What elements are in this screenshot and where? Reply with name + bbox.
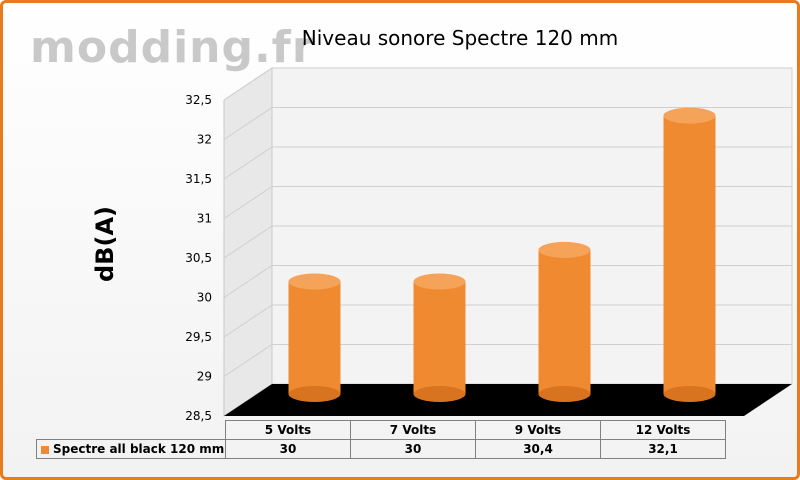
y-tick-label: 32,5 [185, 93, 212, 107]
y-tick-label: 30 [197, 291, 212, 305]
gridline [223, 146, 792, 180]
category-label: 9 Volts [475, 420, 601, 440]
category-label: 7 Volts [350, 420, 476, 440]
gridline [223, 304, 792, 338]
data-value: 30 [350, 439, 476, 459]
series-name: Spectre all black 120 mm [53, 442, 225, 456]
bar [538, 249, 591, 394]
data-value: 32,1 [600, 439, 726, 459]
bar-top [413, 273, 466, 290]
data-table-header-row: 5 Volts 7 Volts 9 Volts 12 Volts [37, 420, 726, 440]
legend-swatch [41, 445, 49, 454]
bar-top [538, 241, 591, 258]
chart-floor [224, 384, 792, 416]
data-table-corner [37, 421, 226, 440]
bar-top [288, 273, 341, 290]
bar-base [413, 386, 466, 402]
category-label: 12 Volts [600, 420, 726, 440]
y-tick-label: 29,5 [185, 330, 212, 344]
bar [413, 281, 466, 394]
gridline [223, 265, 792, 298]
data-table: 5 Volts 7 Volts 9 Volts 12 Volts Spectre… [36, 420, 726, 459]
legend-entry: Spectre all black 120 mm [36, 439, 226, 459]
bar-base [288, 386, 341, 402]
y-tick-label: 30,5 [185, 251, 212, 265]
y-tick-label: 32 [197, 133, 212, 147]
bar-base [663, 386, 716, 402]
gridline [223, 107, 792, 140]
bar [663, 115, 716, 394]
y-tick-label: 29 [197, 370, 212, 384]
bar-top [663, 107, 716, 124]
gridline [223, 225, 792, 259]
y-tick-label: 31,5 [185, 172, 212, 186]
gridline [223, 344, 792, 377]
category-label: 5 Volts [225, 420, 351, 440]
chart-title: Niveau sonore Spectre 120 mm [301, 26, 619, 50]
data-table-row: Spectre all black 120 mm 30 30 30,4 32,1 [36, 439, 726, 459]
gridline [223, 186, 792, 219]
data-value: 30,4 [475, 439, 601, 459]
y-tick-label: 28,5 [185, 409, 212, 423]
bar-base [538, 386, 591, 402]
bar [288, 281, 341, 394]
watermark-logo: modding.fr [30, 22, 315, 73]
y-tick-label: 31 [197, 212, 212, 226]
gridline [223, 67, 792, 101]
data-value: 30 [225, 439, 351, 459]
